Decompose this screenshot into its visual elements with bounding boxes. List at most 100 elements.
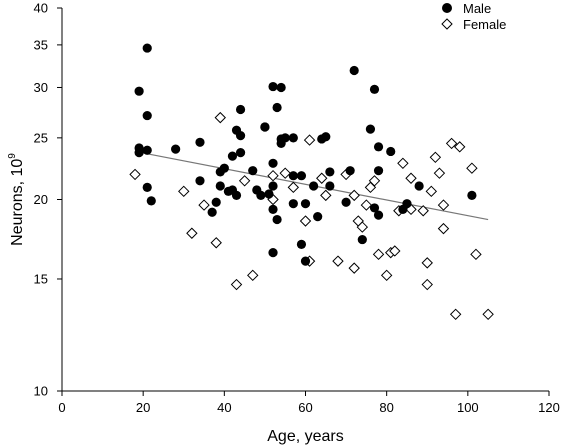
female-point bbox=[267, 169, 279, 182]
female-point bbox=[421, 278, 433, 291]
male-point bbox=[325, 181, 335, 191]
male-point bbox=[357, 234, 367, 245]
male-point bbox=[272, 214, 282, 225]
y-tick-label: 35 bbox=[34, 37, 48, 52]
male-point bbox=[325, 167, 335, 177]
male-point bbox=[268, 248, 278, 258]
male-point bbox=[296, 171, 307, 181]
male-point bbox=[219, 163, 229, 173]
legend-male-label: Male bbox=[463, 1, 491, 16]
female-point bbox=[303, 134, 316, 146]
female-point bbox=[482, 308, 494, 321]
male-point bbox=[467, 190, 477, 200]
female-point bbox=[429, 151, 442, 164]
x-tick-label: 20 bbox=[136, 400, 150, 415]
x-tick-label: 80 bbox=[379, 400, 393, 415]
x-tick-label: 60 bbox=[298, 400, 312, 415]
male-point bbox=[256, 190, 266, 200]
male-point bbox=[341, 197, 351, 207]
male-point bbox=[272, 102, 282, 113]
female-point bbox=[348, 262, 360, 274]
male-point bbox=[142, 145, 152, 155]
male-point bbox=[300, 256, 311, 266]
female-point bbox=[454, 141, 466, 153]
female-point bbox=[433, 167, 446, 179]
female-point bbox=[470, 248, 482, 261]
x-tick-label: 100 bbox=[457, 400, 479, 415]
female-point bbox=[380, 269, 393, 282]
female-point bbox=[397, 157, 409, 170]
female-point bbox=[405, 172, 417, 184]
male-point bbox=[142, 110, 152, 121]
male-point bbox=[321, 132, 331, 142]
male-point bbox=[313, 211, 323, 222]
male-point bbox=[268, 204, 278, 214]
male-point bbox=[207, 207, 217, 217]
female-point bbox=[372, 248, 385, 261]
female-point bbox=[316, 172, 328, 184]
female-point bbox=[238, 175, 251, 187]
male-point bbox=[276, 82, 286, 93]
male-series bbox=[134, 43, 477, 266]
y-axis-title: Neurons, 109 bbox=[7, 153, 26, 246]
male-point bbox=[264, 189, 274, 199]
y-tick-label: 15 bbox=[34, 271, 48, 286]
male-point bbox=[231, 190, 242, 200]
legend-female-marker bbox=[441, 18, 453, 30]
female-point bbox=[299, 215, 312, 227]
male-point bbox=[142, 182, 152, 192]
female-point bbox=[437, 222, 450, 235]
male-point bbox=[288, 199, 298, 209]
male-point bbox=[268, 181, 278, 191]
male-point bbox=[369, 84, 380, 94]
x-tick-label: 40 bbox=[217, 400, 231, 415]
female-point bbox=[368, 175, 381, 187]
male-point bbox=[373, 142, 384, 152]
male-point bbox=[268, 158, 278, 168]
female-point bbox=[449, 308, 462, 321]
male-point bbox=[171, 144, 181, 154]
female-point bbox=[198, 199, 210, 211]
x-tick-label: 120 bbox=[538, 400, 560, 415]
female-point bbox=[421, 257, 433, 269]
female-point bbox=[214, 111, 226, 124]
male-point bbox=[134, 86, 144, 96]
male-point bbox=[268, 81, 278, 92]
female-point bbox=[247, 269, 259, 282]
male-point bbox=[309, 181, 319, 191]
male-point bbox=[373, 210, 384, 220]
female-point bbox=[178, 185, 190, 198]
y-tick-label: 10 bbox=[34, 384, 48, 399]
legend: Male Female bbox=[441, 1, 506, 32]
male-point bbox=[248, 166, 258, 176]
male-point bbox=[288, 133, 298, 143]
female-point bbox=[230, 278, 243, 291]
male-point bbox=[369, 203, 380, 213]
y-axis-ticks: 10 15 20 25 30 35 40 bbox=[34, 1, 62, 399]
x-axis-title: Age, years bbox=[267, 428, 343, 445]
male-point bbox=[386, 146, 396, 157]
y-axis-title-text: Neurons, 10 bbox=[9, 159, 26, 246]
male-point bbox=[227, 151, 238, 161]
female-point bbox=[348, 189, 360, 202]
male-point bbox=[300, 199, 311, 209]
male-point bbox=[235, 131, 246, 141]
female-point bbox=[210, 237, 222, 249]
female-point bbox=[389, 245, 401, 257]
female-point bbox=[287, 181, 300, 194]
x-tick-label: 0 bbox=[58, 400, 65, 415]
female-point bbox=[445, 137, 458, 150]
female-point bbox=[425, 185, 438, 198]
female-series bbox=[129, 111, 494, 321]
female-point bbox=[129, 168, 141, 181]
male-point bbox=[195, 137, 205, 147]
male-point bbox=[211, 197, 221, 207]
female-point bbox=[320, 189, 332, 202]
male-point bbox=[402, 199, 412, 209]
female-point bbox=[279, 167, 291, 179]
male-point bbox=[373, 166, 384, 176]
male-point bbox=[146, 196, 156, 206]
male-point bbox=[414, 181, 424, 191]
male-point bbox=[235, 104, 246, 115]
male-point bbox=[345, 166, 355, 176]
